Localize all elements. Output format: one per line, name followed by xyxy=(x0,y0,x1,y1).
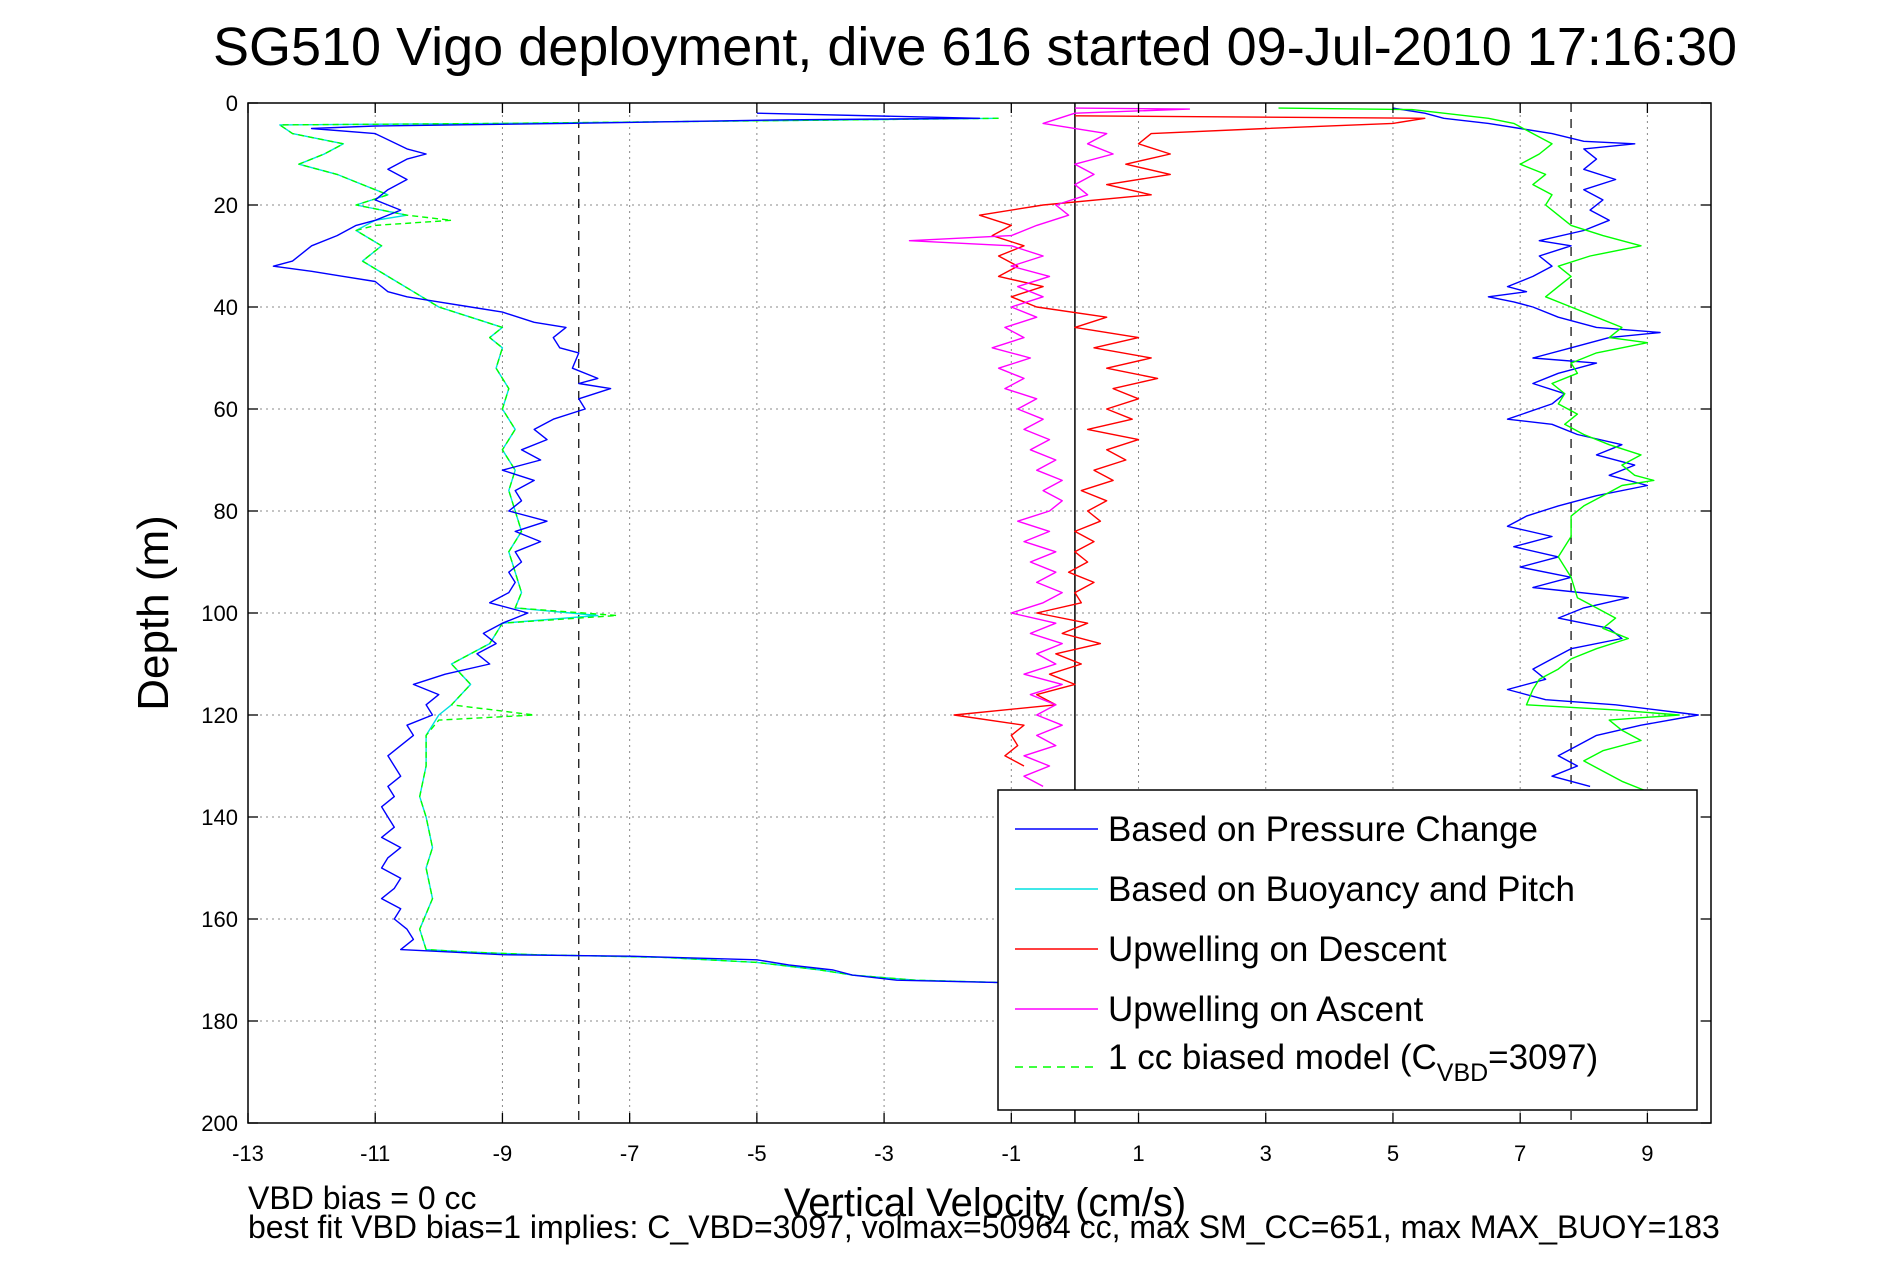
series-line-based-on-pressure-change xyxy=(272,112,1012,984)
y-tick-label: 180 xyxy=(201,1009,238,1034)
chart-title: SG510 Vigo deployment, dive 616 started … xyxy=(213,17,1737,77)
y-tick-label: 20 xyxy=(214,193,238,218)
y-tick-label: 80 xyxy=(214,499,238,524)
legend-label: Based on Pressure Change xyxy=(1108,810,1538,849)
series-line-1-cc-biased-model-c-vbd-3097 xyxy=(279,117,1012,984)
y-tick-label: 160 xyxy=(201,907,238,932)
legend-label-model: 1 cc biased model (CVBD=3097) xyxy=(1108,1038,1598,1087)
y-axis-ticks: 0 20 40 60 80 100 120 140 160 180 200 xyxy=(201,91,1711,1136)
legend-label: Upwelling on Ascent xyxy=(1108,990,1423,1029)
legend-model-prefix: 1 cc biased model (C xyxy=(1108,1038,1437,1077)
y-tick-label: 120 xyxy=(201,703,238,728)
y-tick-label: 60 xyxy=(214,397,238,422)
x-tick-label: -7 xyxy=(620,1141,640,1166)
series-line-upwelling-on-descent xyxy=(953,115,1426,767)
x-axis-label: Vertical Velocity (cm/s) xyxy=(784,1181,1186,1225)
x-tick-label: 9 xyxy=(1641,1141,1653,1166)
footer-vbd-bias: VBD bias = 0 cc xyxy=(248,1180,477,1216)
x-tick-label: 1 xyxy=(1132,1141,1144,1166)
legend: Based on Pressure Change Based on Buoyanc… xyxy=(997,789,1698,1111)
x-tick-label: -3 xyxy=(874,1141,894,1166)
legend-model-suffix: =3097) xyxy=(1488,1038,1598,1077)
y-tick-label: 40 xyxy=(214,295,238,320)
series-line-right-0 xyxy=(1392,107,1700,788)
legend-label: Upwelling on Descent xyxy=(1108,930,1447,969)
x-tick-label: -9 xyxy=(493,1141,513,1166)
x-tick-label: -11 xyxy=(360,1141,390,1166)
x-tick-label: -5 xyxy=(747,1141,767,1166)
x-tick-label: 5 xyxy=(1387,1141,1399,1166)
legend-entries: Based on Pressure Change Based on Buoyanc… xyxy=(1015,810,1575,1029)
x-tick-label: -13 xyxy=(232,1141,264,1166)
x-tick-label: -1 xyxy=(1002,1141,1022,1166)
legend-label: Based on Buoyancy and Pitch xyxy=(1108,870,1575,909)
series-group xyxy=(272,107,1700,984)
y-tick-label: 100 xyxy=(201,601,238,626)
y-tick-label: 200 xyxy=(201,1111,238,1136)
footer-best-fit: best fit VBD bias=1 implies: C_VBD=3097,… xyxy=(248,1209,1720,1245)
series-line-right-1 xyxy=(1278,107,1680,793)
y-axis-label: Depth (m) xyxy=(129,515,178,711)
x-axis-ticks: -13 -11 -9 -7 -5 -3 -1 1 3 5 7 9 xyxy=(232,103,1654,1166)
legend-box xyxy=(997,789,1698,1111)
y-tick-label: 140 xyxy=(201,805,238,830)
legend-model-subscript: VBD xyxy=(1437,1059,1488,1087)
series-line-upwelling-on-ascent xyxy=(908,107,1191,788)
y-tick-label: 0 xyxy=(226,91,238,116)
x-tick-label: 7 xyxy=(1514,1141,1526,1166)
x-tick-label: 3 xyxy=(1260,1141,1272,1166)
